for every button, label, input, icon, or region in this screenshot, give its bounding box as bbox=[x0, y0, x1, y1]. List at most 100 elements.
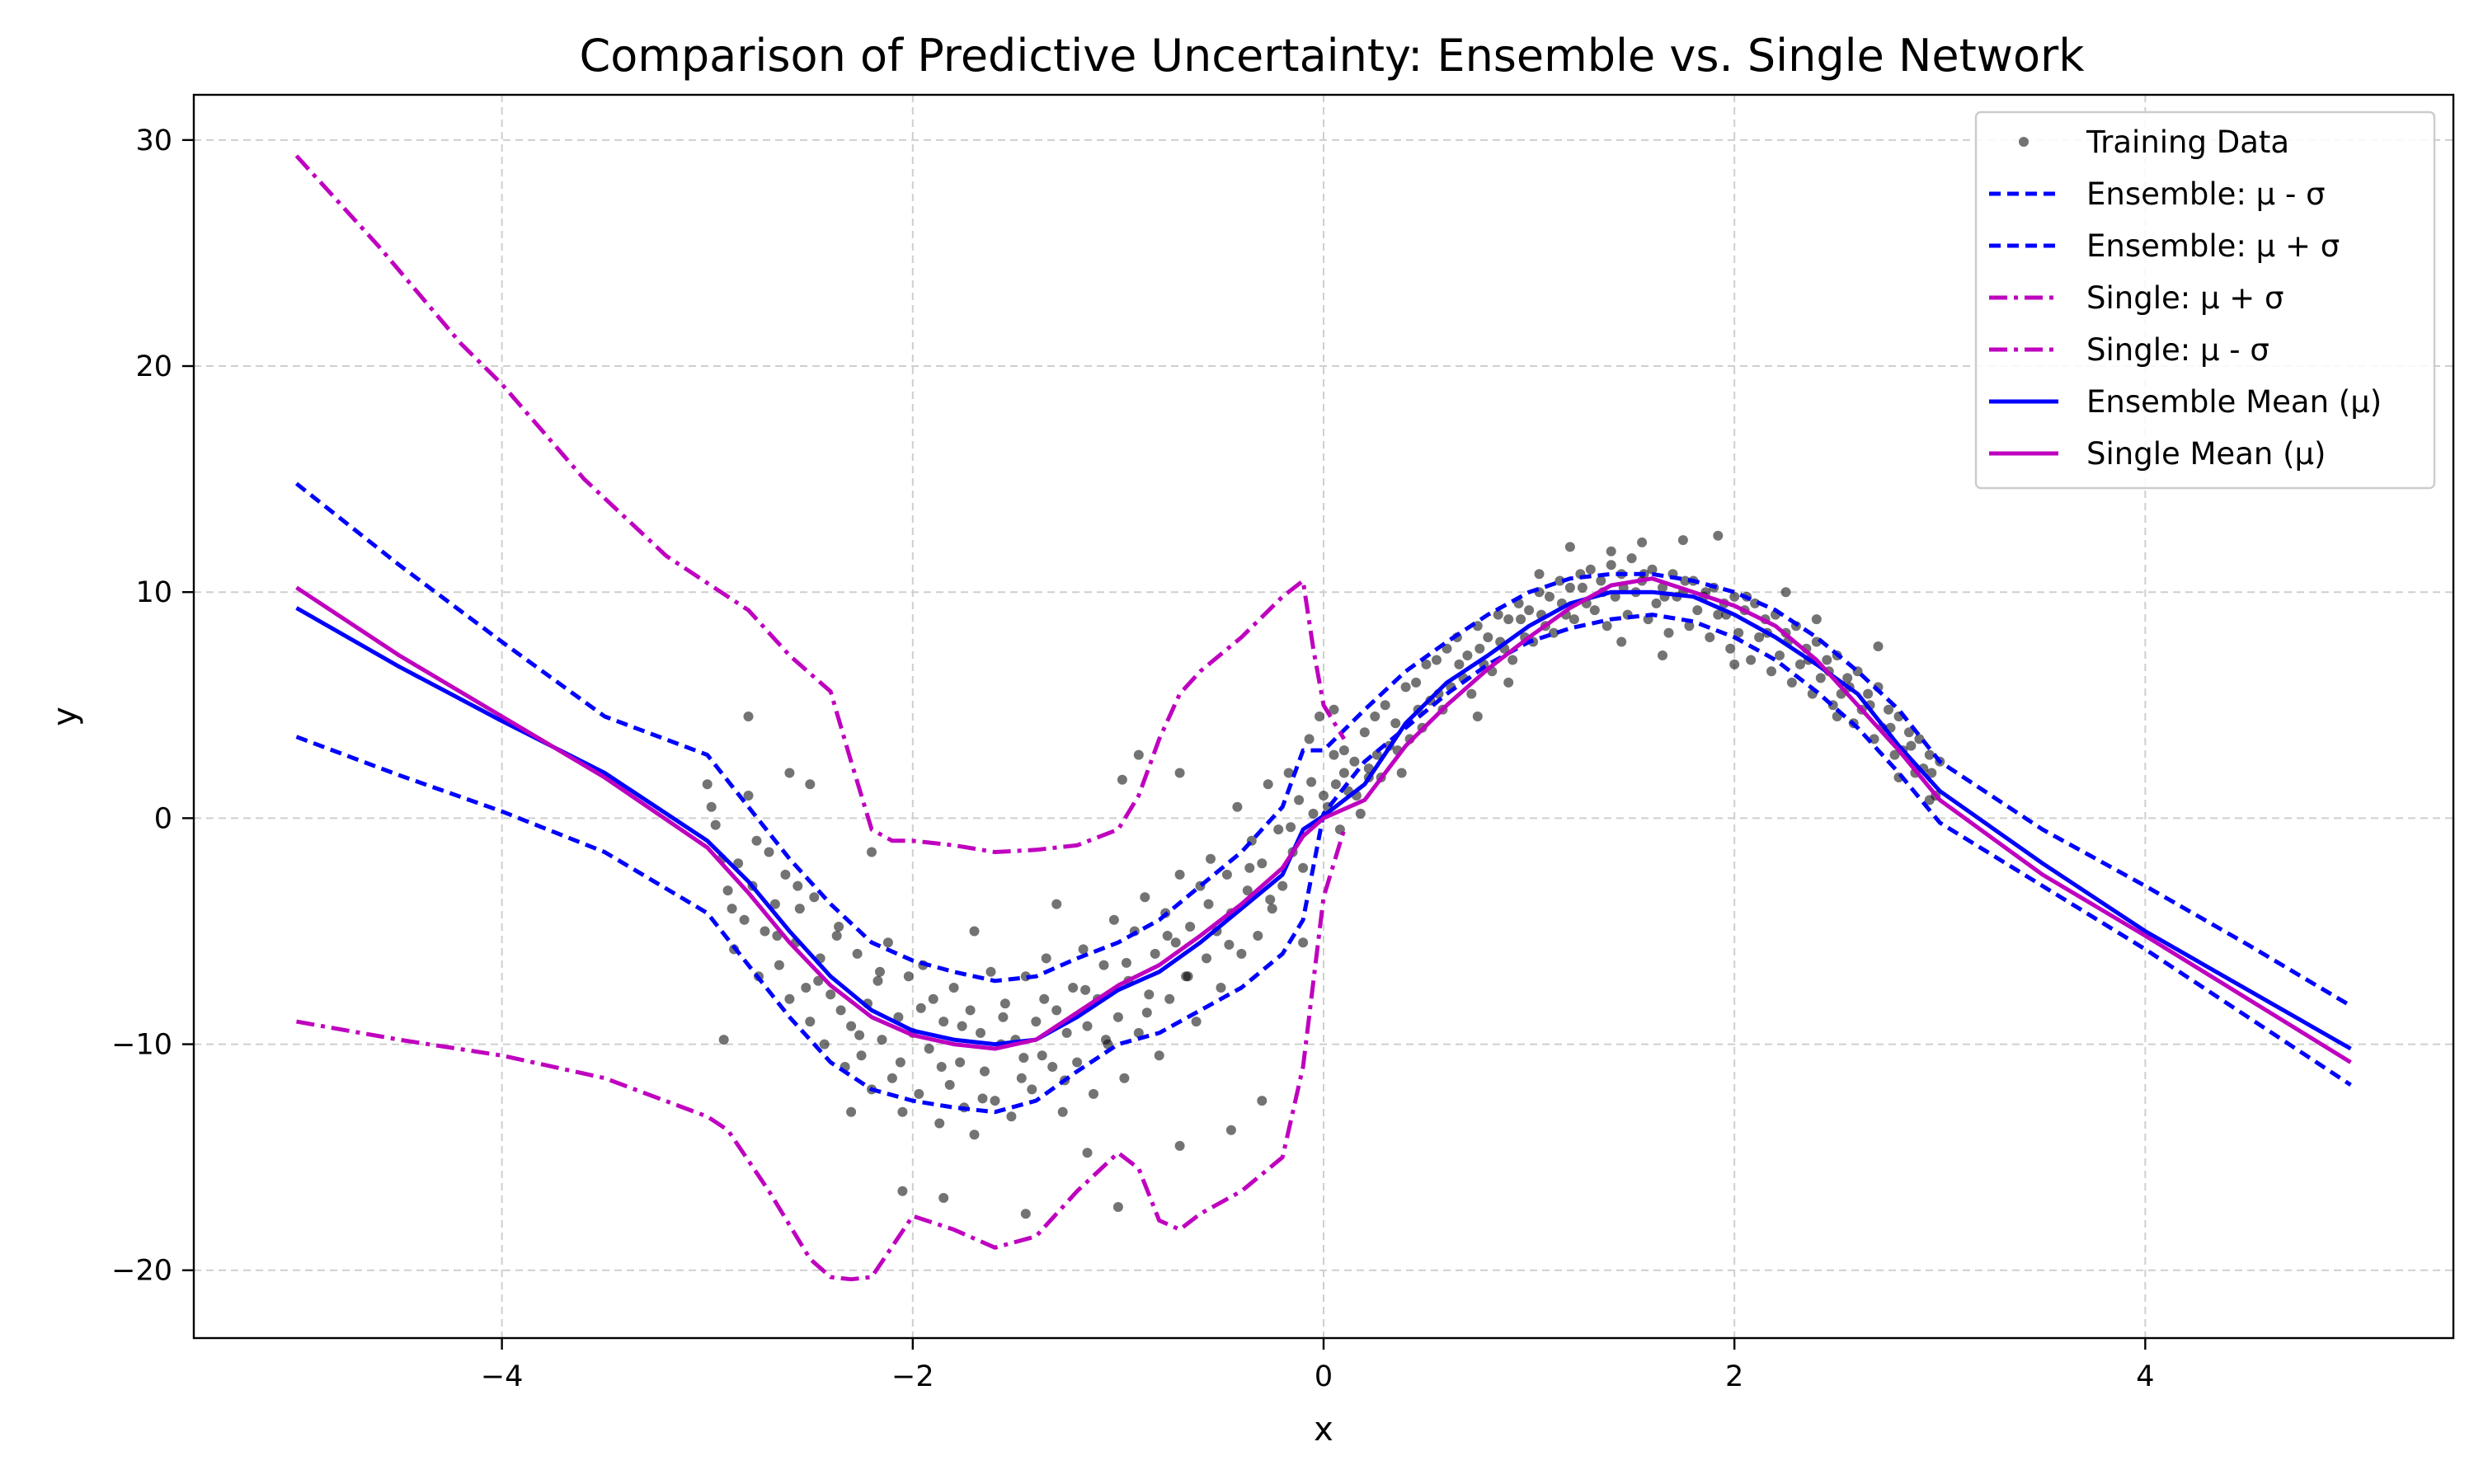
training-data-point bbox=[1203, 899, 1214, 909]
training-data-point bbox=[1705, 632, 1715, 642]
training-data-point bbox=[710, 819, 721, 830]
training-data-point bbox=[764, 847, 774, 857]
training-data-point bbox=[1903, 727, 1914, 738]
training-data-point bbox=[774, 960, 784, 970]
training-data-point bbox=[825, 989, 836, 1000]
training-data-point bbox=[1242, 885, 1253, 896]
training-data-point bbox=[976, 1027, 985, 1038]
training-data-point bbox=[1359, 727, 1370, 738]
training-data-point bbox=[1589, 605, 1600, 616]
training-data-point bbox=[1863, 688, 1874, 699]
series-line-3 bbox=[296, 829, 1347, 1282]
training-data-point bbox=[1031, 1017, 1042, 1027]
y-tick-label: 30 bbox=[135, 124, 172, 157]
training-data-point bbox=[1475, 643, 1485, 654]
training-data-point bbox=[1308, 808, 1319, 819]
training-data-point bbox=[1329, 749, 1339, 760]
training-data-point bbox=[805, 779, 816, 790]
training-data-point bbox=[1411, 677, 1422, 688]
training-data-point bbox=[1141, 1007, 1152, 1018]
training-data-point bbox=[1400, 682, 1411, 693]
training-data-point bbox=[1244, 862, 1255, 873]
training-data-point bbox=[1713, 530, 1724, 541]
training-data-point bbox=[1432, 655, 1442, 665]
training-data-point bbox=[999, 998, 1010, 1009]
training-data-point bbox=[801, 983, 811, 993]
training-data-point bbox=[1020, 1209, 1031, 1219]
training-data-point bbox=[1466, 688, 1477, 699]
legend-box bbox=[1974, 110, 2436, 490]
training-data-point bbox=[872, 975, 883, 986]
y-tick-label: 0 bbox=[154, 802, 172, 835]
training-data-point bbox=[1236, 948, 1247, 959]
training-data-point bbox=[1884, 704, 1893, 715]
training-data-point bbox=[1545, 591, 1554, 602]
training-data-point bbox=[969, 926, 980, 937]
training-data-point bbox=[897, 1186, 908, 1196]
training-data-point bbox=[1534, 569, 1545, 580]
training-data-point bbox=[1039, 993, 1050, 1004]
training-data-point bbox=[1349, 756, 1360, 767]
training-data-point bbox=[977, 1093, 988, 1104]
training-data-point bbox=[809, 892, 820, 903]
training-data-point bbox=[948, 983, 959, 993]
training-data-point bbox=[934, 1118, 945, 1129]
training-data-point bbox=[1191, 1017, 1202, 1027]
training-data-point bbox=[903, 971, 914, 982]
training-data-point bbox=[1585, 564, 1596, 575]
x-tick-label: 4 bbox=[2136, 1360, 2154, 1393]
training-data-point bbox=[1117, 774, 1127, 785]
legend-label: Ensemble Mean (μ) bbox=[2086, 384, 2382, 420]
training-data-point bbox=[1082, 1148, 1093, 1158]
y-axis-ticks: −20 −10 0 10 20 30 bbox=[111, 124, 194, 1288]
training-data-point bbox=[1766, 666, 1776, 677]
training-data-point bbox=[1786, 677, 1797, 688]
training-data-point bbox=[998, 1012, 1009, 1022]
training-data-point bbox=[1101, 1035, 1111, 1045]
training-data-point bbox=[854, 1030, 865, 1040]
training-data-point bbox=[1454, 659, 1465, 669]
x-tick-label: −2 bbox=[891, 1360, 934, 1393]
training-data-point bbox=[1263, 779, 1273, 790]
training-data-point bbox=[846, 1021, 857, 1031]
training-data-point bbox=[1658, 582, 1667, 593]
training-data-point bbox=[813, 975, 824, 986]
training-data-point bbox=[938, 1193, 949, 1203]
training-data-point bbox=[1338, 745, 1349, 756]
chart-title: Comparison of Predictive Uncertainty: En… bbox=[580, 30, 2086, 82]
training-data-point bbox=[1224, 939, 1235, 950]
training-data-point bbox=[1692, 605, 1703, 616]
training-data-point bbox=[1174, 1140, 1185, 1151]
training-data-point bbox=[835, 1005, 846, 1016]
training-data-point bbox=[1684, 621, 1695, 632]
training-data-point bbox=[846, 1106, 857, 1117]
training-data-point bbox=[1647, 564, 1658, 575]
training-data-point bbox=[834, 922, 844, 932]
training-data-point bbox=[1174, 869, 1185, 880]
training-data-point bbox=[955, 1057, 966, 1068]
training-data-point bbox=[1606, 560, 1616, 571]
y-tick-label: 20 bbox=[135, 350, 172, 383]
legend-label: Training Data bbox=[2086, 124, 2289, 160]
y-tick-label: 10 bbox=[135, 576, 172, 609]
y-tick-label: −20 bbox=[111, 1255, 172, 1288]
training-data-point bbox=[784, 768, 795, 778]
training-data-point bbox=[1677, 535, 1688, 546]
training-data-point bbox=[1061, 1027, 1072, 1038]
training-data-point bbox=[1794, 659, 1805, 669]
training-data-point bbox=[1078, 944, 1089, 955]
training-data-point bbox=[914, 1088, 924, 1099]
training-data-point bbox=[1746, 655, 1757, 665]
training-data-point bbox=[1051, 899, 1062, 909]
training-data-point bbox=[1232, 801, 1243, 812]
training-data-point bbox=[1154, 1050, 1164, 1061]
training-data-point bbox=[1564, 582, 1575, 593]
training-data-point bbox=[743, 791, 754, 801]
training-data-point bbox=[1754, 632, 1765, 642]
training-data-point bbox=[1315, 711, 1324, 721]
training-data-point bbox=[1162, 931, 1173, 941]
training-data-point bbox=[924, 1044, 934, 1054]
training-data-point bbox=[1089, 1088, 1098, 1099]
training-data-point bbox=[1257, 858, 1268, 869]
training-data-point bbox=[1319, 791, 1329, 801]
